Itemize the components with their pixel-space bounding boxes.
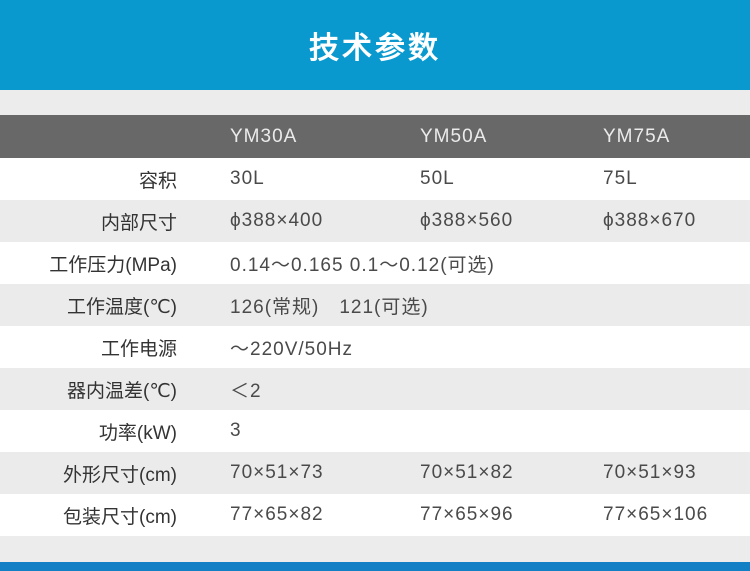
row-label: 容积 xyxy=(138,170,177,192)
table-row-temp-difference: 器内温差(℃) ＜2 xyxy=(0,368,750,410)
cell-value: ＜2 xyxy=(230,380,262,402)
table-row-capacity: 容积 30L 50L 75L xyxy=(0,158,750,200)
cell-value: 50L xyxy=(420,168,455,189)
row-label: 功率(kW) xyxy=(98,422,177,444)
row-label: 器内温差(℃) xyxy=(67,380,177,402)
page-title: 技术参数 xyxy=(309,32,441,65)
header-cell-model-ym50a: YM50A xyxy=(380,115,563,158)
row-label: 工作温度(℃) xyxy=(67,296,177,318)
cell-value: 77×65×82 xyxy=(230,504,324,525)
table-row-package-size: 包装尺寸(cm) 77×65×82 77×65×96 77×65×106 xyxy=(0,494,750,536)
header-banner: 技术参数 xyxy=(0,0,750,90)
row-label: 外形尺寸(cm) xyxy=(63,464,177,486)
cell-value: 77×65×96 xyxy=(420,504,514,525)
cell-value: 77×65×106 xyxy=(603,504,709,525)
header-cell-empty xyxy=(0,115,190,158)
row-label: 工作电源 xyxy=(100,338,177,360)
spec-table-header: YM30A YM50A YM75A xyxy=(0,115,750,158)
row-label: 内部尺寸 xyxy=(100,212,177,234)
header-cell-model-ym30a: YM30A xyxy=(190,115,380,158)
cell-value: 75L xyxy=(603,168,638,189)
cell-value: 3 xyxy=(230,420,242,441)
table-row-power-supply: 工作电源 ～220V/50Hz xyxy=(0,326,750,368)
table-row-inner-size: 内部尺寸 ϕ388×400 ϕ388×560 ϕ388×670 xyxy=(0,200,750,242)
cell-value: 30L xyxy=(230,168,265,189)
table-row-working-temperature: 工作温度(℃) 126(常规) 121(可选) xyxy=(0,284,750,326)
cell-value: 70×51×82 xyxy=(420,462,514,483)
table-row-working-pressure: 工作压力(MPa) 0.14～0.165 0.1～0.12(可选) xyxy=(0,242,750,284)
cell-value: ～220V/50Hz xyxy=(230,338,354,360)
table-row-power: 功率(kW) 3 xyxy=(0,410,750,452)
cell-value: 0.14～0.165 0.1～0.12(可选) xyxy=(230,254,495,276)
cell-value: ϕ388×670 xyxy=(603,210,697,231)
header-cell-model-ym75a: YM75A xyxy=(563,115,750,158)
header-divider-strip xyxy=(0,90,750,115)
cell-value: 70×51×73 xyxy=(230,462,324,483)
spec-table: YM30A YM50A YM75A 容积 30L 50L 75L 内部尺寸 ϕ3… xyxy=(0,115,750,536)
footer-blue-strip xyxy=(0,562,750,571)
cell-value: ϕ388×400 xyxy=(230,210,324,231)
row-label: 工作压力(MPa) xyxy=(49,254,177,276)
cell-value: ϕ388×560 xyxy=(420,210,514,231)
footer-gray-strip xyxy=(0,536,750,562)
header-row: YM30A YM50A YM75A xyxy=(0,115,750,158)
table-row-outer-size: 外形尺寸(cm) 70×51×73 70×51×82 70×51×93 xyxy=(0,452,750,494)
cell-value: 126(常规) 121(可选) xyxy=(230,296,429,318)
row-label: 包装尺寸(cm) xyxy=(63,506,177,528)
cell-value: 70×51×93 xyxy=(603,462,697,483)
